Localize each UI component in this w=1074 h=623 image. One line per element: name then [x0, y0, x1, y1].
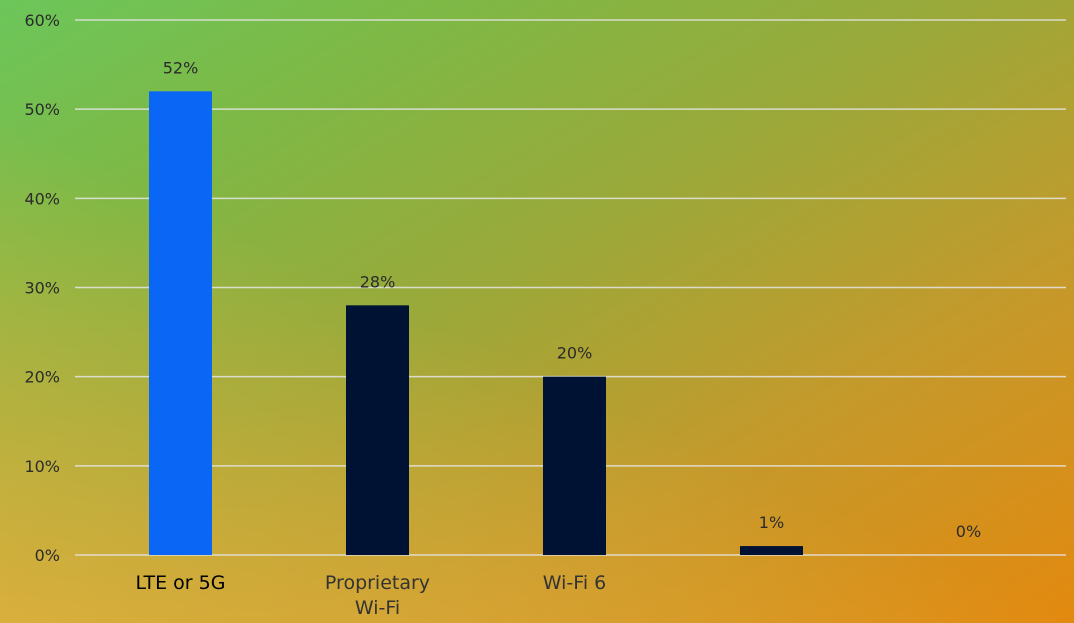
y-tick-label: 20%	[24, 368, 60, 387]
category-label: Proprietary	[325, 572, 430, 594]
data-label: 20%	[557, 344, 593, 363]
data-label: 52%	[163, 58, 199, 77]
bar	[740, 546, 803, 555]
y-tick-label: 40%	[24, 189, 60, 208]
category-labels: LTE or 5G Proprietary Wi-Fi Wi-Fi 6	[136, 572, 607, 619]
bar	[543, 376, 606, 555]
y-axis-tick-labels: 0% 10% 20% 30% 40% 50% 60%	[24, 11, 60, 565]
bar	[149, 91, 212, 555]
bar	[346, 305, 409, 555]
bars	[149, 91, 803, 555]
category-label: Wi-Fi	[355, 597, 400, 619]
y-tick-label: 30%	[24, 279, 60, 298]
data-label: 1%	[759, 513, 784, 532]
category-label: LTE or 5G	[136, 572, 226, 594]
category-label: Wi-Fi 6	[543, 572, 606, 594]
data-labels: 52% 28% 20% 1% 0%	[163, 58, 981, 541]
y-tick-label: 50%	[24, 100, 60, 119]
data-label: 28%	[360, 272, 396, 291]
data-label: 0%	[956, 522, 981, 541]
y-tick-label: 0%	[35, 546, 60, 565]
y-tick-label: 10%	[24, 457, 60, 476]
y-tick-label: 60%	[24, 11, 60, 30]
